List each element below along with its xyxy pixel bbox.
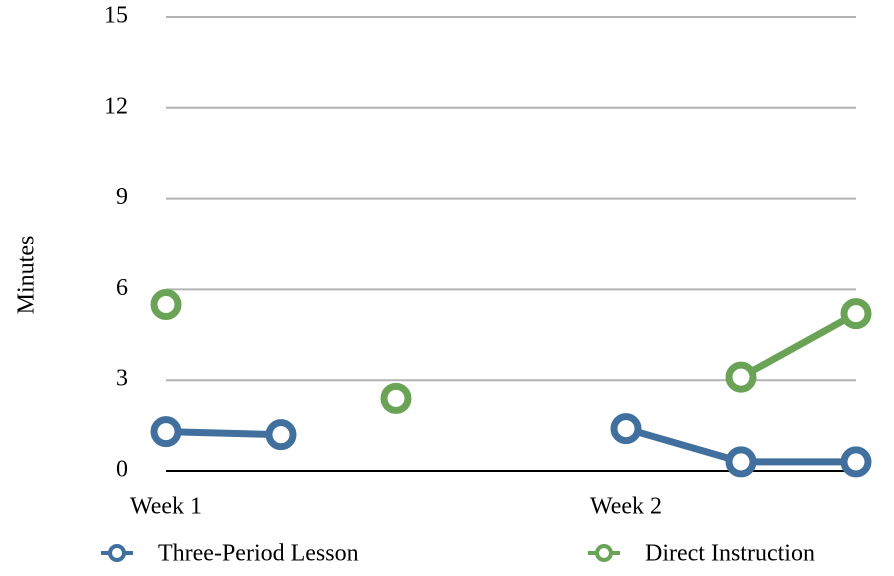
point — [380, 382, 412, 414]
legend-label: Direct Instruction — [645, 541, 815, 567]
point — [840, 298, 872, 330]
legend-marker — [595, 544, 613, 562]
point — [150, 416, 182, 448]
legend-marker — [108, 544, 126, 562]
y-tick-label: 12 — [104, 93, 128, 119]
legend-label: Three-Period Lesson — [158, 541, 359, 567]
point — [840, 446, 872, 478]
x-tick-label: Week 1 — [130, 494, 202, 520]
point — [725, 361, 757, 393]
point — [265, 419, 297, 451]
point — [610, 413, 642, 445]
y-tick-label: 9 — [116, 184, 128, 210]
point — [725, 446, 757, 478]
series-line — [739, 310, 858, 381]
y-tick-label: 3 — [116, 366, 128, 392]
y-axis-label: Minutes — [14, 236, 40, 315]
y-tick-label: 0 — [116, 457, 128, 483]
x-tick-label: Week 2 — [590, 494, 662, 520]
point — [150, 289, 182, 321]
y-tick-label: 15 — [104, 3, 128, 29]
y-tick-label: 6 — [116, 275, 128, 301]
